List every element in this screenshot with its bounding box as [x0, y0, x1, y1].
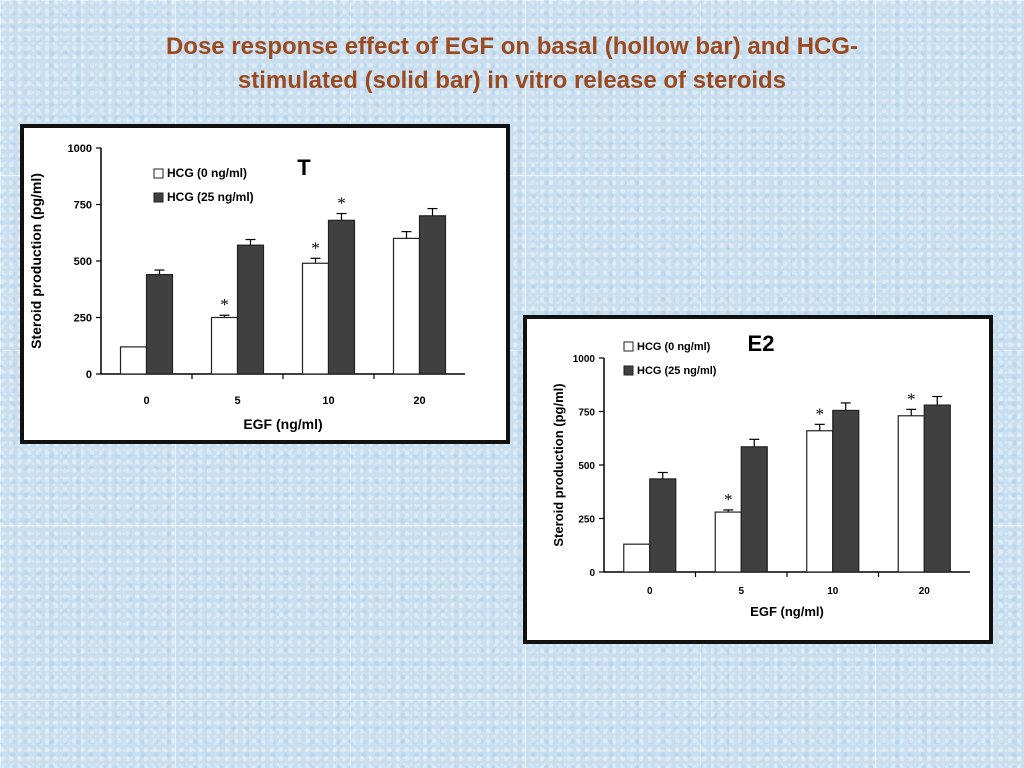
chart-0-y-tick-label-3: 750: [74, 200, 92, 212]
chart-0-bar-solid-0: [145, 273, 174, 375]
chart-0-bar-solid-3: [418, 215, 447, 375]
chart-1-y-tick-label-2: 500: [578, 461, 595, 472]
bar-chart-t: 0 250 500 750 1000 0 5 10 20 * * * EGF (ng/ml) Steroi…: [28, 143, 465, 432]
chart-0-x-tick-label-3: 20: [413, 395, 425, 407]
chart-1-bar-hollow-3: [897, 415, 925, 573]
chart-1-x-tick-label-1: 5: [738, 586, 744, 597]
chart-0-bar-solid-1: [236, 244, 265, 375]
chart-panel-e2: 0 250 500 750 1000 0 5 10 20 * * * EGF (ng/ml) Steroi…: [523, 315, 993, 644]
chart-0-bar-hollow-3: [392, 237, 421, 375]
chart-0-significance-marker-2: *: [337, 194, 346, 213]
chart-1-y-axis-label: Steroid production (pg/ml): [551, 383, 566, 546]
chart-1-y-tick-label-3: 750: [578, 408, 595, 419]
chart-0-y-tick-label-1: 250: [74, 313, 92, 325]
chart-1-y-tick-label-0: 0: [589, 568, 595, 579]
chart-0-y-axis-label: Steroid production (pg/ml): [28, 173, 44, 349]
chart-0-legend-label-1: HCG (25 ng/ml): [167, 190, 254, 204]
chart-0-bar-solid-2: [327, 219, 356, 375]
chart-1-significance-marker-1: *: [816, 404, 825, 423]
chart-1-x-tick-label-2: 10: [827, 586, 839, 597]
chart-1-significance-marker-2: *: [907, 389, 916, 408]
chart-1-significance-marker-0: *: [724, 490, 733, 509]
chart-1-x-tick-label-0: 0: [647, 586, 653, 597]
chart-1-bar-solid-3: [923, 404, 951, 573]
chart-1-bar-hollow-0: [623, 543, 651, 573]
chart-1-y-tick-label-1: 250: [578, 515, 595, 526]
chart-1-legend-label-0: HCG (0 ng/ml): [637, 341, 711, 353]
chart-0-significance-marker-0: *: [220, 295, 229, 314]
chart-0-significance-marker-1: *: [311, 238, 320, 257]
chart-1-legend-label-1: HCG (25 ng/ml): [637, 365, 717, 377]
chart-1-x-tick-label-3: 20: [919, 586, 931, 597]
chart-1-x-axis-label: EGF (ng/ml): [750, 604, 824, 619]
chart-0-x-tick-label-2: 10: [322, 395, 334, 407]
chart-0-bar-hollow-1: [210, 316, 239, 375]
chart-1-bar-solid-1: [740, 446, 768, 573]
slide-title-line-1: Dose response effect of EGF on basal (ho…: [165, 33, 859, 60]
chart-0-panel-label: T: [297, 155, 311, 180]
chart-0-y-tick-label-2: 500: [74, 256, 92, 268]
chart-0-y-tick-label-0: 0: [86, 369, 92, 381]
slide-title-line-2: stimulated (solid bar) in vitro release …: [237, 67, 787, 94]
chart-1-bar-solid-0: [649, 478, 677, 573]
chart-0-legend-label-0: HCG (0 ng/ml): [167, 166, 247, 180]
chart-panel-t: 0 250 500 750 1000 0 5 10 20 * * * EGF (ng/ml) Steroi…: [20, 124, 510, 444]
chart-0-x-tick-label-1: 5: [234, 395, 240, 407]
chart-1-y-tick-label-4: 1000: [573, 354, 596, 365]
chart-0-y-tick-label-4: 1000: [68, 143, 92, 155]
chart-1-legend-swatch-0: [623, 341, 634, 352]
chart-1-bar-hollow-2: [806, 430, 834, 573]
chart-0-x-axis-label: EGF (ng/ml): [243, 416, 322, 432]
chart-1-bar-hollow-1: [714, 511, 742, 573]
chart-1-bar-solid-2: [832, 409, 860, 573]
chart-0-bar-hollow-2: [301, 262, 330, 375]
chart-1-panel-label: E2: [748, 331, 775, 356]
slide-title: Dose response effect of EGF on basal (ho…: [60, 30, 964, 98]
bar-chart-e2: 0 250 500 750 1000 0 5 10 20 * * * EGF (ng/ml) Steroi…: [551, 331, 970, 619]
chart-0-legend-swatch-0: [153, 168, 164, 179]
chart-0-x-tick-label-0: 0: [143, 395, 149, 407]
chart-0-legend-swatch-1: [153, 192, 164, 203]
chart-1-legend-swatch-1: [623, 365, 634, 376]
chart-0-bar-hollow-0: [119, 346, 148, 375]
